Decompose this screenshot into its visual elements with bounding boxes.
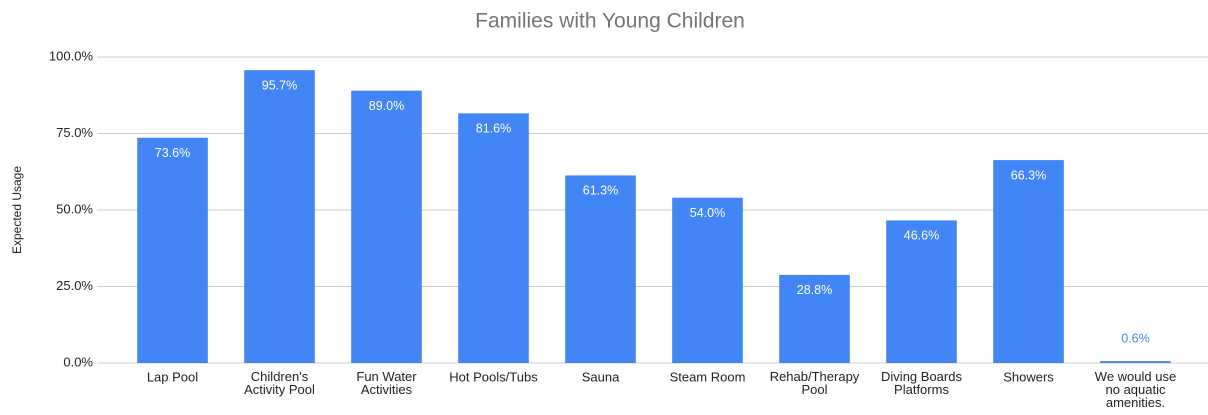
x-tick-label: Steam Room <box>670 369 746 384</box>
x-tick-label: Fun Water Activities <box>356 369 417 397</box>
value-label: 0.6% <box>1121 331 1150 345</box>
x-tick-label: Rehab/Therapy Pool <box>770 369 860 397</box>
y-tick-label: 100.0% <box>49 48 94 63</box>
bar <box>886 220 957 363</box>
x-tick-label: Showers <box>1003 369 1054 384</box>
value-label: 46.6% <box>904 229 939 243</box>
bar <box>672 197 743 363</box>
x-tick-label: We would use no aquatic amenities. <box>1095 369 1176 410</box>
y-tick-label: 75.0% <box>56 125 93 140</box>
bar <box>137 137 208 363</box>
value-label: 66.3% <box>1011 168 1046 182</box>
y-tick-label: 0.0% <box>63 354 93 369</box>
bar <box>993 160 1064 363</box>
y-axis-label: Expected Usage <box>10 166 24 254</box>
x-tick-label: Diving Boards Platforms <box>881 369 962 397</box>
value-label: 54.0% <box>690 206 725 220</box>
x-tick-label: Children's Activity Pool <box>244 369 315 397</box>
value-label: 89.0% <box>369 99 404 113</box>
y-tick-label: 50.0% <box>56 201 93 216</box>
bar <box>458 113 529 363</box>
value-label: 95.7% <box>262 78 297 92</box>
bar <box>1100 361 1171 363</box>
value-label: 81.6% <box>476 122 511 136</box>
value-label: 73.6% <box>155 146 190 160</box>
bar <box>779 274 850 363</box>
bar <box>244 70 315 364</box>
x-tick-label: Hot Pools/Tubs <box>449 369 538 384</box>
chart-title: Families with Young Children <box>475 10 745 33</box>
x-tick-label: Sauna <box>582 369 620 384</box>
bar <box>351 90 422 363</box>
value-label: 28.8% <box>797 283 832 297</box>
bar <box>565 175 636 363</box>
y-tick-label: 25.0% <box>56 278 93 293</box>
x-tick-label: Lap Pool <box>147 369 198 384</box>
value-label: 61.3% <box>583 184 618 198</box>
